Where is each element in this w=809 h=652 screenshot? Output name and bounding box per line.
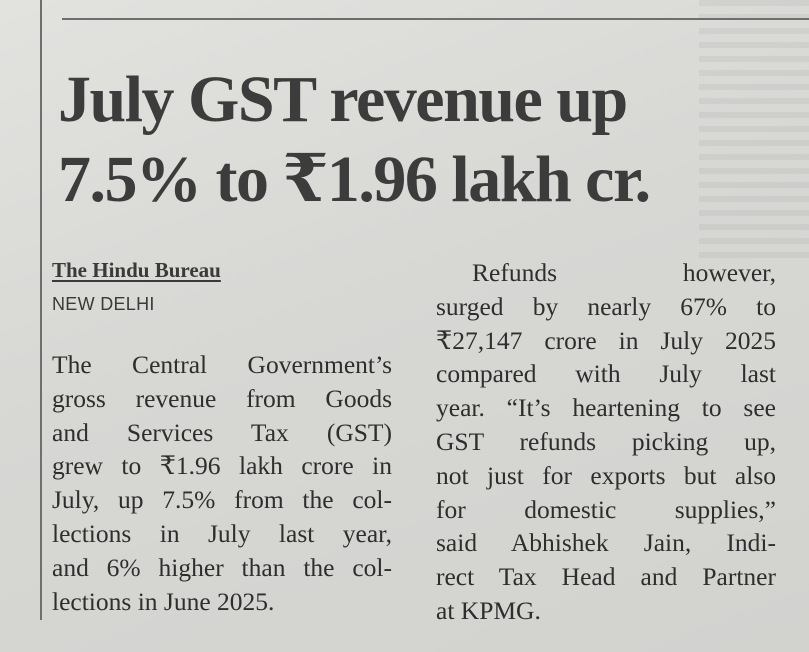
headline-line-2: 7.5% to ₹1.96 lakh cr.: [58, 143, 651, 216]
top-rule: [62, 18, 809, 20]
text-line: GST refunds picking up,: [436, 426, 776, 456]
text-line: year. “It’s heartening to see: [436, 393, 776, 423]
text-line: and Services Tax (GST): [52, 417, 392, 447]
text-line: ₹27,147 crore in July 2025: [436, 325, 776, 355]
text-line: surged by nearly 67% to: [436, 291, 776, 321]
text-line: lections in June 2025.: [52, 586, 275, 616]
dateline: NEW DELHI: [52, 294, 155, 314]
article-column-left: The Hindu Bureau NEW DELHI The Central G…: [52, 256, 392, 618]
text-line: July, up 7.5% from the col-: [52, 485, 392, 515]
text-line: gross revenue from Goods: [52, 383, 392, 413]
text-line: for domestic supplies,”: [436, 494, 776, 524]
column-rule: [40, 0, 42, 620]
byline: The Hindu Bureau: [52, 258, 221, 282]
text-line: The Central Government’s: [52, 350, 392, 379]
text-line: grew to ₹1.96 lakh crore in: [52, 451, 392, 481]
article-body-left: The Central Government’s gross revenue f…: [52, 348, 392, 618]
text-line: lections in July last year,: [52, 518, 392, 548]
text-line: at KPMG.: [436, 595, 541, 625]
headline: July GST revenue up 7.5% to ₹1.96 lakh c…: [58, 60, 798, 220]
text-line: said Abhishek Jain, Indi-: [436, 528, 776, 558]
text-line: compared with July last: [436, 359, 776, 389]
article-column-right: Refunds however, surged by nearly 67% to…: [436, 256, 776, 628]
headline-line-1: July GST revenue up: [58, 63, 628, 136]
bleed-through-text: [699, 0, 809, 260]
text-line: rect Tax Head and Partner: [436, 562, 776, 592]
text-line: Refunds however,: [472, 258, 776, 287]
text-line: and 6% higher than the col-: [52, 552, 392, 582]
text-line: not just for exports but also: [436, 460, 776, 490]
